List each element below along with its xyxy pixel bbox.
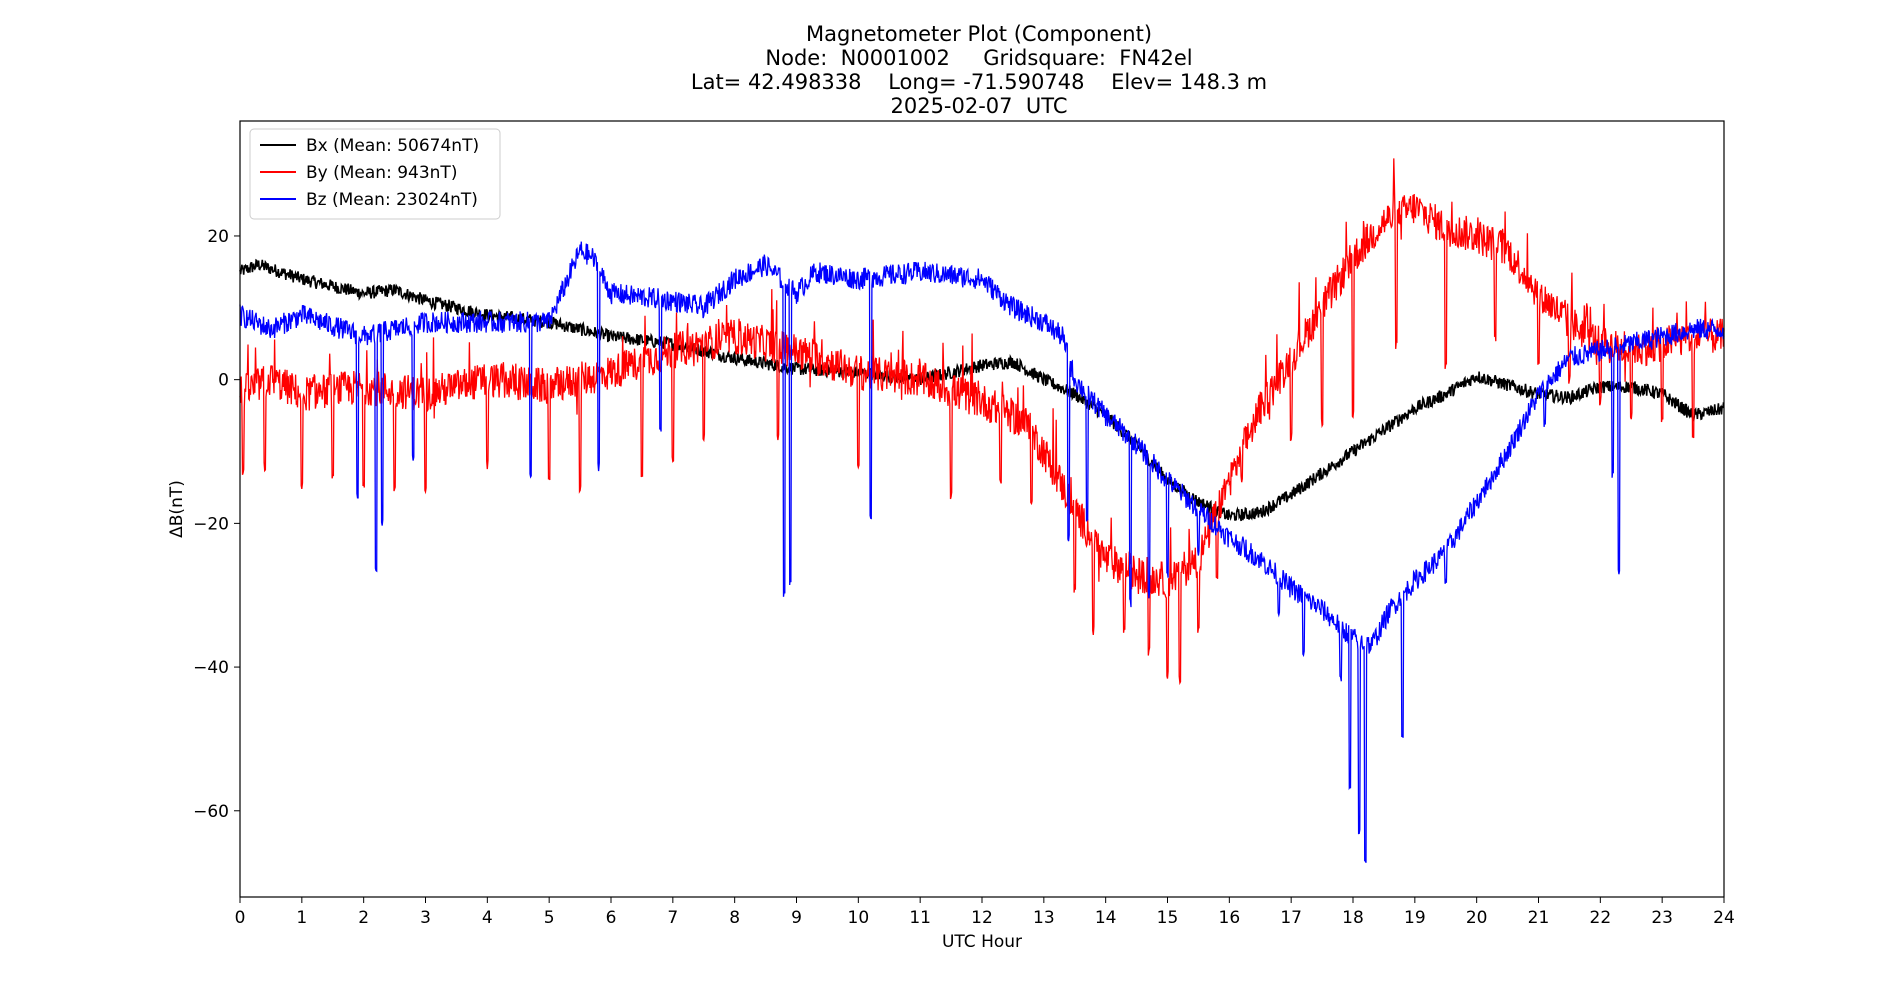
legend-entry: Bz (Mean: 23024nT) <box>306 190 478 210</box>
x-tick-label: 18 <box>1342 908 1364 928</box>
x-tick-label: 2 <box>358 908 369 928</box>
legend: Bx (Mean: 50674nT) By (Mean: 943nT) Bz (Me… <box>249 128 501 220</box>
title-line-3: Lat= 42.498338 Long= -71.590748 Elev= 14… <box>690 70 1268 94</box>
legend-box <box>249 128 501 220</box>
y-tick-label: 20 <box>207 227 229 247</box>
title-line-2: Node: N0001002 Gridsquare: FN42el <box>765 46 1193 70</box>
x-axis-label: UTC Hour <box>942 932 1022 952</box>
title-line-4: 2025-02-07 UTC <box>890 94 1068 118</box>
x-tick-label: 4 <box>482 908 493 928</box>
y-axis-label: ΔB(nT) <box>167 480 187 538</box>
x-tick-label: 19 <box>1404 908 1426 928</box>
y-tick-label: −40 <box>193 658 229 678</box>
x-axis-ticks: 0 1 2 3 4 5 6 7 8 9 10 11 12 13 14 15 16 17 18 19 20 21 22 23 24 <box>235 897 1735 928</box>
x-tick-label: 24 <box>1713 908 1735 928</box>
y-tick-label: 0 <box>218 371 229 391</box>
x-tick-label: 10 <box>848 908 870 928</box>
x-tick-label: 7 <box>667 908 678 928</box>
y-axis-ticks: 20 0 −20 −40 −60 <box>193 227 240 822</box>
x-tick-label: 13 <box>1033 908 1055 928</box>
x-tick-label: 0 <box>235 908 246 928</box>
x-tick-label: 11 <box>909 908 931 928</box>
x-tick-label: 21 <box>1528 908 1550 928</box>
x-tick-label: 15 <box>1157 908 1179 928</box>
chart-title: Magnetometer Plot (Component) Node: N000… <box>0 22 1900 118</box>
x-tick-label: 5 <box>544 908 555 928</box>
x-tick-label: 8 <box>729 908 740 928</box>
title-line-1: Magnetometer Plot (Component) <box>805 22 1153 46</box>
x-tick-label: 16 <box>1219 908 1241 928</box>
x-tick-label: 20 <box>1466 908 1488 928</box>
x-tick-label: 1 <box>296 908 307 928</box>
series-lines <box>239 158 1725 863</box>
x-tick-label: 9 <box>791 908 802 928</box>
x-tick-label: 6 <box>606 908 617 928</box>
x-tick-label: 14 <box>1095 908 1117 928</box>
x-tick-label: 23 <box>1651 908 1673 928</box>
y-tick-label: −20 <box>193 514 229 534</box>
x-tick-label: 3 <box>420 908 431 928</box>
legend-entry: By (Mean: 943nT) <box>306 163 457 183</box>
x-tick-label: 12 <box>971 908 993 928</box>
x-tick-label: 22 <box>1590 908 1612 928</box>
series-line-by <box>239 158 1725 686</box>
x-tick-label: 17 <box>1280 908 1302 928</box>
series-line-bz <box>239 241 1725 863</box>
legend-entry: Bx (Mean: 50674nT) <box>306 136 479 156</box>
series-line-bx <box>239 258 1725 522</box>
y-tick-label: −60 <box>193 802 229 822</box>
